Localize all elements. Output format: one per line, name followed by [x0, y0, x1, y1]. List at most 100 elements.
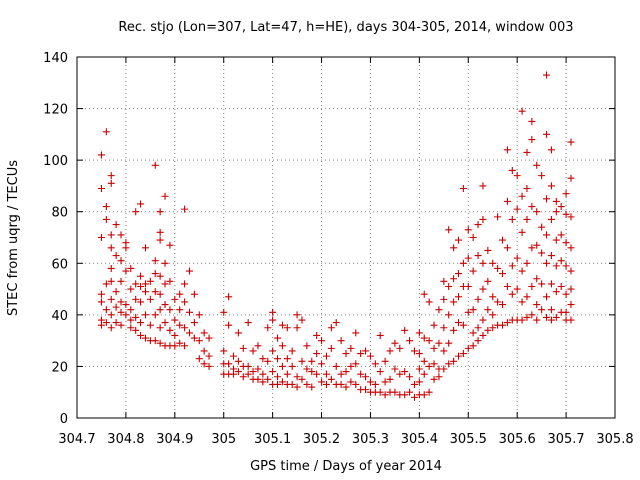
data-point: [239, 344, 247, 352]
data-point: [97, 234, 105, 241]
data-point: [117, 277, 125, 285]
data-point: [264, 375, 272, 383]
data-point: [391, 339, 399, 347]
data-point: [259, 370, 267, 378]
data-point: [156, 290, 164, 298]
data-point: [117, 308, 125, 316]
data-point: [274, 373, 282, 381]
data-point: [195, 311, 203, 319]
data-point: [264, 324, 272, 332]
data-point: [166, 326, 174, 334]
data-point: [499, 301, 507, 309]
data-point: [523, 293, 531, 301]
data-point: [308, 357, 316, 365]
data-point: [298, 357, 306, 365]
data-point: [567, 285, 575, 293]
data-point: [410, 347, 418, 355]
points-layer: [97, 71, 575, 401]
data-point: [376, 368, 384, 376]
data-point: [508, 262, 516, 270]
data-point: [474, 337, 482, 345]
data-point: [543, 71, 551, 79]
data-point: [567, 316, 575, 324]
data-point: [430, 344, 438, 352]
data-point: [327, 344, 335, 352]
data-point: [181, 298, 189, 306]
y-tick-label: 40: [51, 309, 68, 324]
x-tick-label: 305: [211, 432, 236, 447]
data-point: [533, 208, 541, 216]
data-point: [528, 244, 536, 252]
data-point: [445, 339, 453, 347]
data-point: [161, 192, 169, 200]
data-point: [107, 295, 115, 303]
data-point: [391, 365, 399, 373]
data-point: [141, 311, 149, 319]
data-point: [513, 205, 521, 213]
data-point: [543, 231, 551, 239]
data-point: [171, 342, 179, 350]
data-point: [132, 313, 140, 321]
data-point: [176, 339, 184, 347]
y-tick-label: 20: [51, 360, 68, 375]
x-tick-label: 305.4: [401, 432, 438, 447]
data-point: [454, 293, 462, 301]
data-point: [518, 228, 526, 236]
data-point: [499, 270, 507, 278]
data-point: [137, 272, 145, 280]
plot-frame: [76, 56, 616, 419]
data-point: [249, 368, 257, 376]
data-point: [396, 370, 404, 378]
data-point: [342, 368, 350, 376]
data-point: [366, 378, 374, 386]
data-point: [102, 319, 110, 327]
data-point: [489, 293, 497, 301]
data-point: [288, 347, 296, 355]
data-point: [97, 151, 105, 159]
data-point: [313, 370, 321, 378]
chart-title: Rec. stjo (Lon=307, Lat=47, h=HE), days …: [118, 20, 573, 35]
data-point: [474, 324, 482, 332]
data-point: [259, 355, 267, 363]
data-point: [97, 290, 105, 298]
data-point: [469, 342, 477, 350]
data-point: [283, 370, 291, 378]
data-point: [523, 148, 531, 156]
data-point: [137, 331, 145, 339]
data-point: [440, 365, 448, 373]
data-point: [523, 313, 531, 321]
data-point: [547, 182, 555, 190]
x-tick-label: 305.6: [499, 432, 536, 447]
data-point: [489, 324, 497, 332]
y-axis-label: STEC from uqrg / TECUs: [6, 160, 21, 316]
data-point: [332, 319, 340, 327]
data-point: [450, 326, 458, 334]
data-point: [205, 334, 213, 342]
data-point: [494, 298, 502, 306]
data-point: [454, 352, 462, 360]
data-point: [450, 275, 458, 283]
data-point: [171, 316, 179, 324]
data-point: [337, 380, 345, 388]
data-point: [562, 290, 570, 298]
data-point: [244, 362, 252, 370]
data-point: [102, 128, 110, 136]
data-point: [102, 203, 110, 211]
data-point: [430, 321, 438, 329]
x-tick-label: 305.3: [352, 432, 389, 447]
data-point: [454, 319, 462, 327]
data-point: [547, 146, 555, 154]
data-point: [420, 334, 428, 342]
data-point: [146, 277, 154, 285]
data-point: [567, 244, 575, 252]
data-point: [352, 329, 360, 337]
data-point: [459, 185, 467, 193]
data-point: [386, 375, 394, 383]
data-point: [332, 362, 340, 370]
data-point: [538, 306, 546, 314]
data-point: [97, 298, 105, 306]
data-point: [489, 311, 497, 319]
data-point: [176, 321, 184, 329]
data-point: [151, 337, 159, 345]
data-point: [347, 344, 355, 352]
